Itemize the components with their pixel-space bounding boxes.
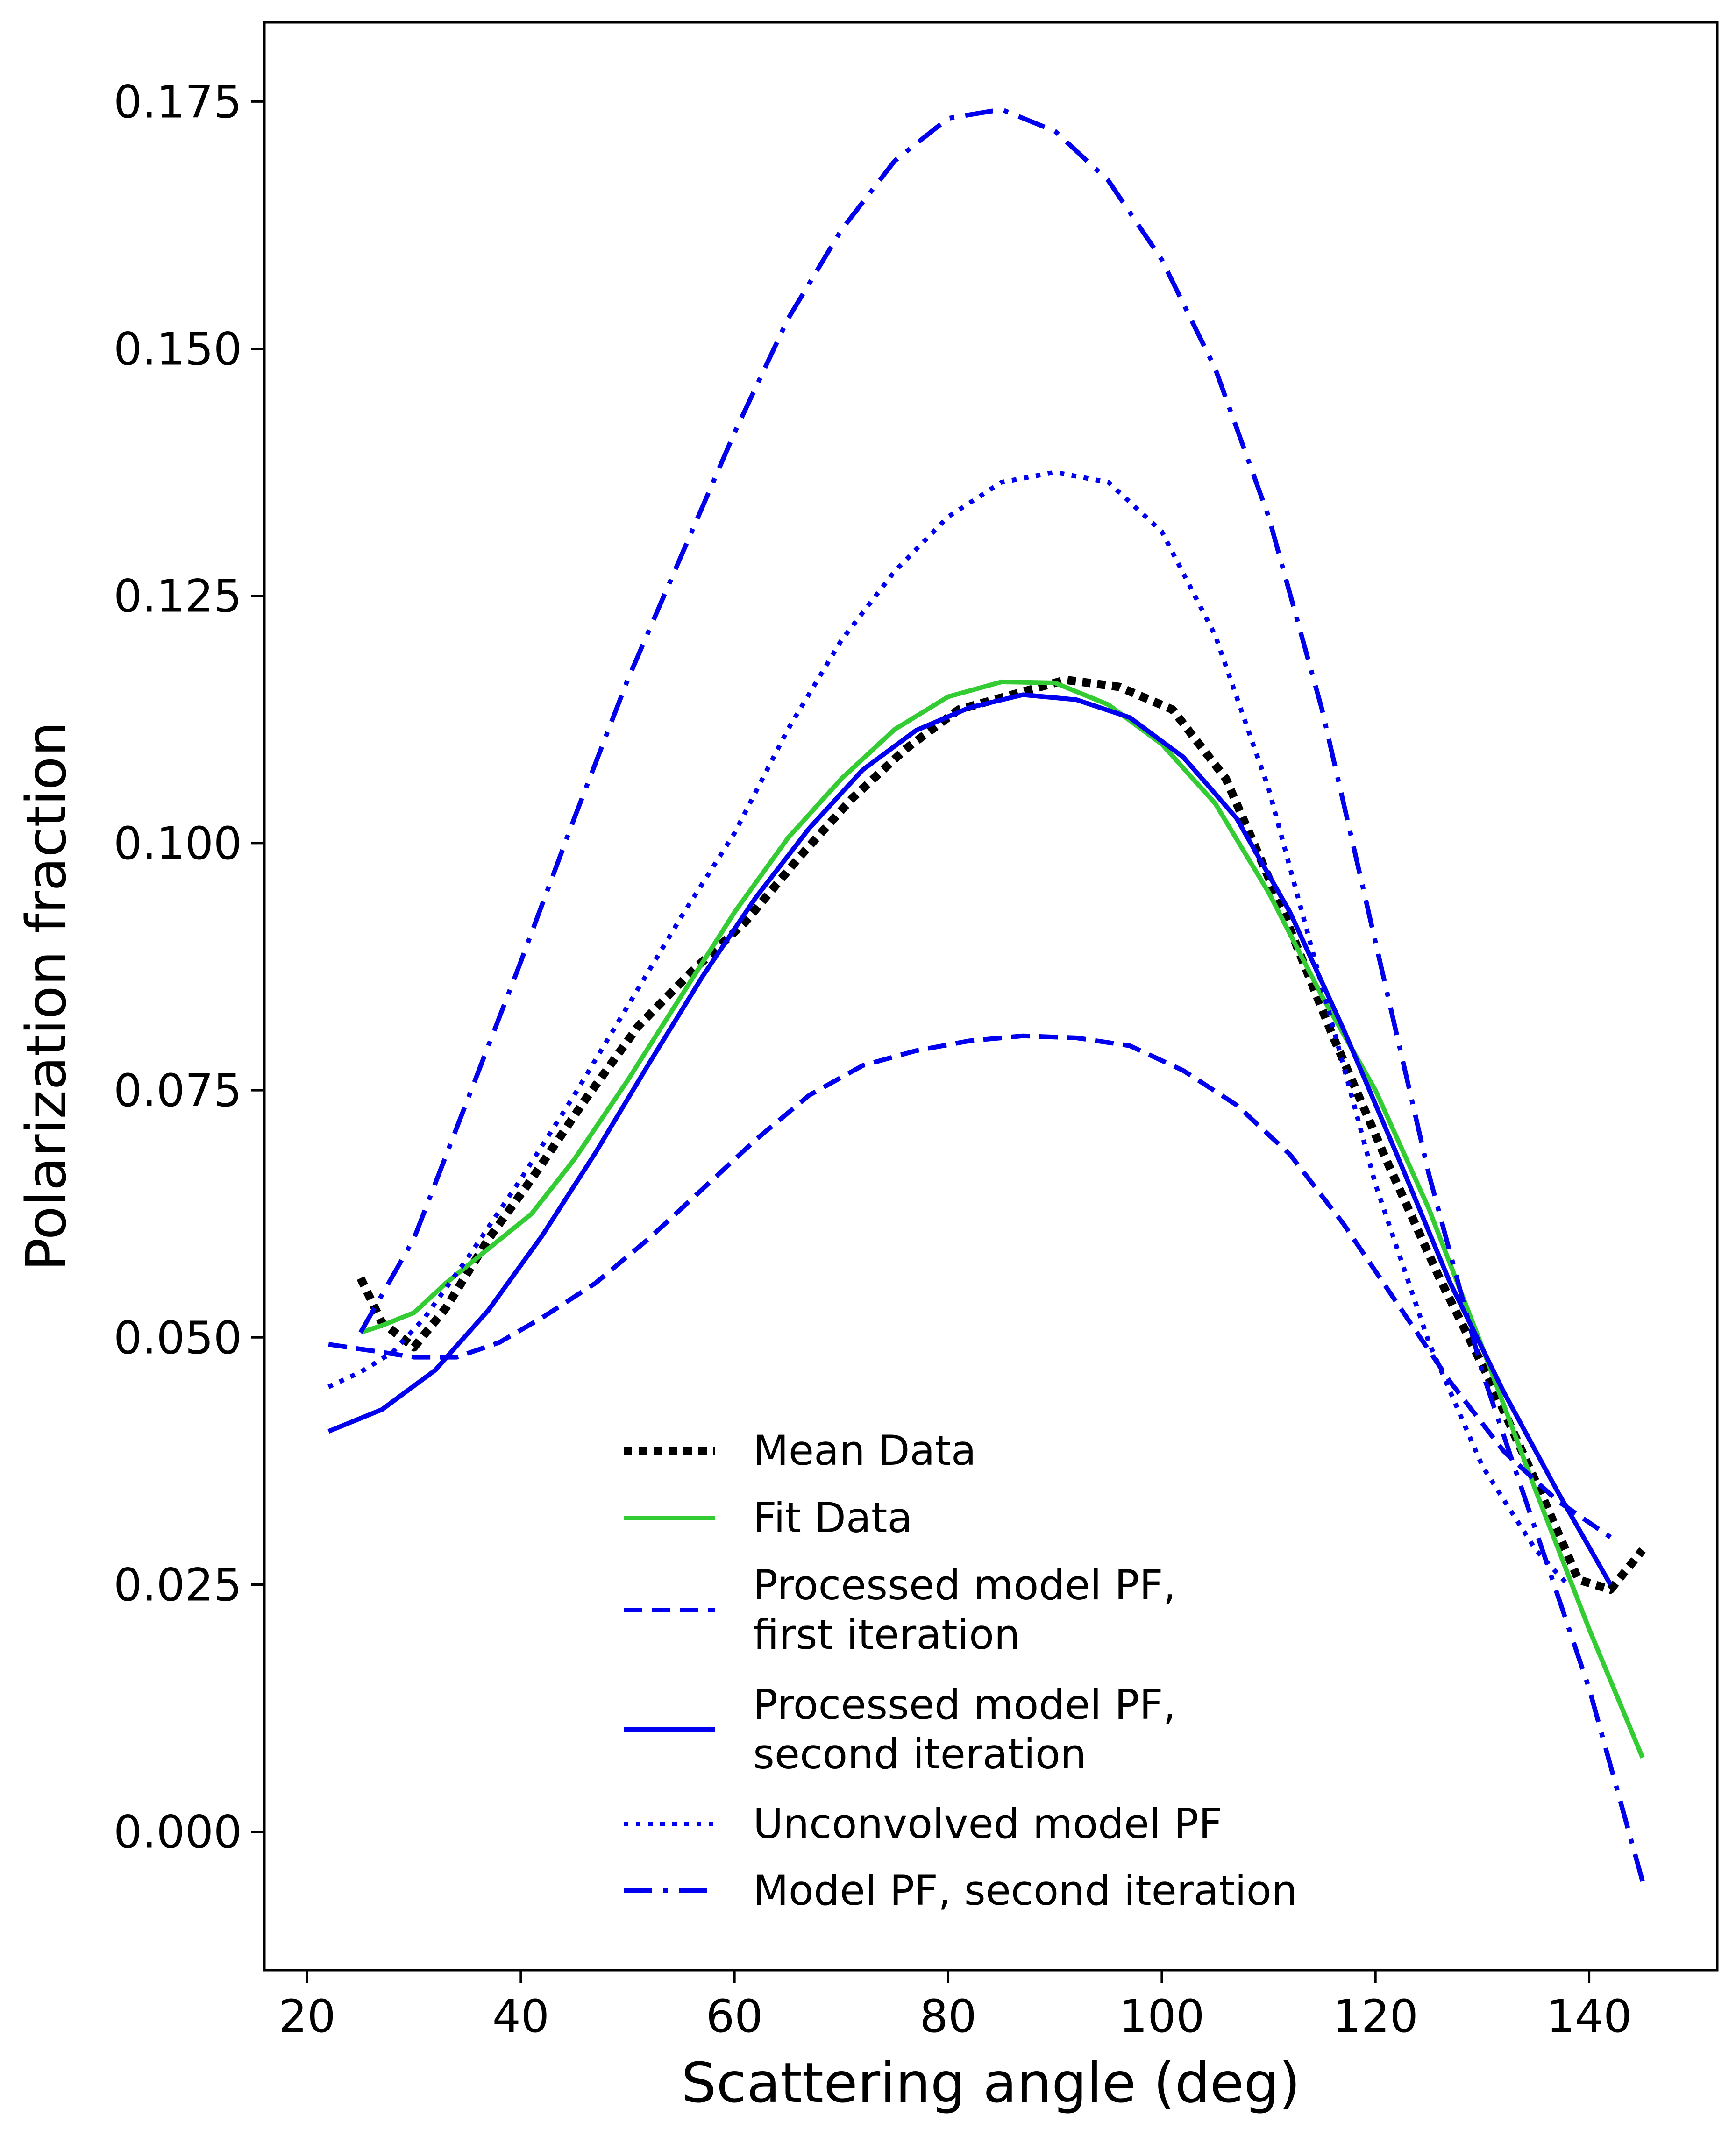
y-tick-label: 0.150 <box>114 323 242 376</box>
plot-frame <box>263 21 1719 1972</box>
y-tick-label: 0.000 <box>114 1806 242 1859</box>
y-axis: 0.000 0.025 0.050 0.075 0.100 0.125 0.150 0.175 <box>114 76 264 1859</box>
legend-label-6: Model PF, second iteration <box>753 1866 1297 1915</box>
x-tick-label: 40 <box>492 1990 549 2043</box>
y-tick-label: 0.175 <box>114 76 242 128</box>
legend-label-3: Processed model PF, <box>753 1561 1176 1609</box>
x-tick-label: 80 <box>919 1990 976 2043</box>
y-axis-label: Polarization fraction <box>14 722 78 1271</box>
x-tick-label: 140 <box>1546 1990 1632 2043</box>
series-line-4 <box>327 692 1613 1586</box>
x-tick-label: 60 <box>706 1990 763 2043</box>
series-line-1 <box>356 675 1646 1594</box>
series-layer <box>327 107 1646 1882</box>
x-tick-label: 20 <box>278 1990 335 2043</box>
series-line-6 <box>358 107 1645 1882</box>
legend-label-4: second iteration <box>753 1730 1087 1778</box>
legend-label-1: Mean Data <box>753 1426 976 1475</box>
legend-label-3: first iteration <box>753 1611 1020 1659</box>
series-line-5 <box>327 470 1570 1586</box>
y-tick-label: 0.100 <box>114 817 242 870</box>
x-axis: 20 40 60 80 100 120 140 <box>278 1970 1632 2043</box>
y-tick-label: 0.125 <box>114 570 242 623</box>
legend-label-2: Fit Data <box>753 1494 912 1542</box>
legend-label-4: Processed model PF, <box>753 1681 1176 1729</box>
legend-label-5: Unconvolved model PF <box>753 1800 1222 1848</box>
y-tick-label: 0.025 <box>114 1559 242 1611</box>
series-line-2 <box>360 679 1645 1759</box>
series-line-3 <box>328 1033 1612 1540</box>
x-tick-label: 100 <box>1119 1990 1204 2043</box>
x-tick-label: 120 <box>1333 1990 1418 2043</box>
y-tick-label: 0.050 <box>114 1312 242 1364</box>
x-axis-label: Scattering angle (deg) <box>681 2051 1300 2115</box>
y-tick-label: 0.075 <box>114 1064 242 1117</box>
